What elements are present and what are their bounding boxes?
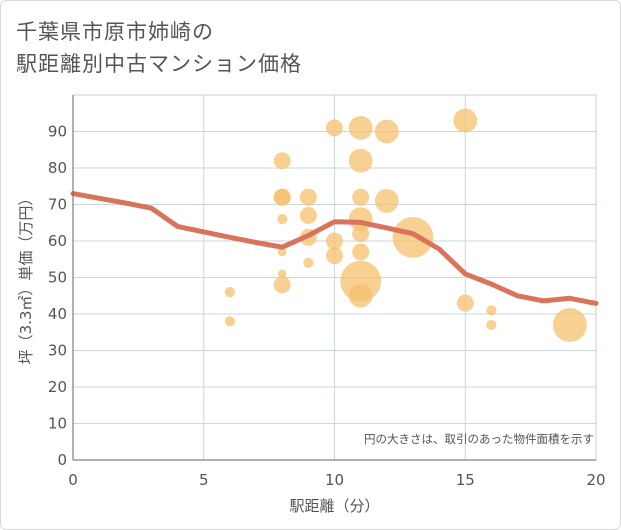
data-point (326, 119, 343, 137)
y-tick-label: 80 (48, 159, 67, 177)
data-point (277, 269, 287, 279)
x-axis-title: 駅距離（分） (289, 497, 379, 515)
y-tick-label: 90 (48, 123, 67, 141)
trend-series (70, 191, 599, 306)
x-tick-label: 15 (456, 471, 475, 489)
y-tick-label: 0 (57, 451, 67, 469)
data-point (348, 148, 373, 173)
y-tick-label: 20 (48, 378, 67, 396)
data-point (224, 287, 235, 298)
data-point (352, 243, 370, 261)
axes (72, 95, 596, 461)
data-point (374, 188, 399, 213)
data-point (299, 206, 317, 224)
y-tick-label: 40 (48, 305, 67, 323)
x-tick-label: 0 (68, 471, 78, 489)
x-tick-label: 10 (325, 471, 344, 489)
y-tick-label: 50 (48, 269, 67, 287)
bubble-series (224, 108, 587, 342)
data-point (277, 247, 287, 257)
y-axis-title: 坪（3.3㎡）単価（万円） (17, 191, 35, 365)
data-point (486, 319, 497, 331)
x-tick-label: 20 (586, 471, 605, 489)
size-legend-note: 円の大きさは、取引のあった物件面積を示す (364, 432, 594, 446)
data-point (277, 214, 288, 225)
y-tick-label: 30 (48, 342, 67, 360)
trend-line (70, 191, 599, 306)
data-point (453, 108, 478, 133)
data-point (273, 188, 291, 206)
data-point (273, 152, 291, 170)
data-point (224, 316, 235, 327)
data-point (348, 283, 373, 308)
chart-title-line-1: 千葉県市原市姉崎の (16, 20, 214, 44)
data-point (552, 307, 587, 342)
chart-title-line-2: 駅距離別中古マンション価格 (16, 52, 302, 76)
y-tick-label: 60 (48, 232, 67, 250)
chart-title: 千葉県市原市姉崎の 駅距離別中古マンション価格 (16, 16, 302, 80)
data-point (392, 216, 434, 258)
data-point (374, 119, 399, 144)
x-tick-label: 5 (199, 471, 209, 489)
data-point (273, 276, 291, 294)
y-tick-label: 70 (48, 196, 67, 214)
data-point (326, 232, 343, 250)
data-point (352, 188, 370, 206)
data-point (299, 188, 317, 206)
data-point (348, 115, 373, 140)
data-point (456, 294, 474, 312)
y-tick-label: 10 (48, 415, 67, 433)
data-point (326, 247, 343, 265)
tick-labels: 0 5 10 15 20 0 10 20 30 40 50 60 70 80 90 (48, 123, 606, 490)
data-point (352, 225, 370, 243)
data-point (303, 257, 314, 268)
data-point (486, 305, 497, 316)
